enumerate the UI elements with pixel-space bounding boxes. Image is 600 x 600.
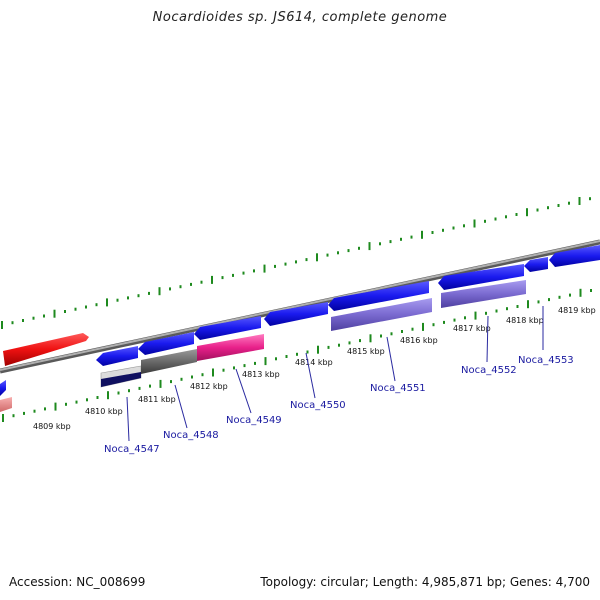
map-title: Nocardioides sp. JS614, complete genome bbox=[152, 10, 448, 25]
forward-cds-feature[interactable] bbox=[3, 333, 89, 366]
cds-arrow[interactable] bbox=[438, 264, 524, 290]
cds-arrow[interactable] bbox=[0, 380, 6, 396]
product-bar[interactable] bbox=[331, 298, 432, 331]
genome-summary-text: Topology: circular; Length: 4,985,871 bp… bbox=[260, 575, 590, 589]
kbp-label: 4818 kbp bbox=[506, 316, 544, 325]
kbp-label: 4814 kbp bbox=[295, 358, 333, 367]
gene-labels: Noca_4547 Noca_4548 Noca_4549 Noca_4550 … bbox=[104, 355, 574, 455]
cds-arrow[interactable] bbox=[194, 316, 261, 340]
accession-text: Accession: NC_008699 bbox=[9, 575, 146, 589]
genome-backbone bbox=[0, 239, 600, 374]
gene-label-noca-4548[interactable]: Noca_4548 bbox=[163, 430, 219, 441]
cds-arrow[interactable] bbox=[524, 257, 548, 272]
inner-tick-track bbox=[2, 288, 592, 422]
kbp-label: 4817 kbp bbox=[453, 324, 491, 333]
kbp-label: 4810 kbp bbox=[85, 407, 123, 416]
gene-label-noca-4553[interactable]: Noca_4553 bbox=[518, 355, 574, 366]
product-track bbox=[0, 280, 526, 412]
cds-arrow[interactable] bbox=[96, 346, 138, 366]
gene-callout-lines bbox=[126, 306, 544, 442]
product-bar[interactable] bbox=[141, 349, 197, 374]
gene-label-noca-4550[interactable]: Noca_4550 bbox=[290, 400, 346, 411]
kbp-scale-labels: 4809 kbp 4810 kbp 4811 kbp 4812 kbp 4813… bbox=[33, 306, 596, 431]
product-bar[interactable] bbox=[0, 397, 12, 412]
kbp-label: 4811 kbp bbox=[138, 395, 176, 404]
gene-label-noca-4549[interactable]: Noca_4549 bbox=[226, 415, 282, 426]
kbp-label: 4812 kbp bbox=[190, 382, 228, 391]
outer-tick-track bbox=[1, 197, 591, 329]
product-bar[interactable] bbox=[441, 280, 526, 308]
gene-label-noca-4552[interactable]: Noca_4552 bbox=[461, 365, 517, 376]
gene-label-noca-4547[interactable]: Noca_4547 bbox=[104, 444, 160, 455]
kbp-label: 4819 kbp bbox=[558, 306, 596, 315]
cds-arrow[interactable] bbox=[138, 332, 194, 355]
cds-arrow[interactable] bbox=[264, 302, 328, 326]
kbp-label: 4815 kbp bbox=[347, 347, 385, 356]
reverse-cds-track bbox=[0, 245, 600, 396]
cds-arrow[interactable] bbox=[549, 245, 600, 267]
kbp-label: 4813 kbp bbox=[242, 370, 280, 379]
kbp-label: 4809 kbp bbox=[33, 422, 71, 431]
kbp-label: 4816 kbp bbox=[400, 336, 438, 345]
cds-arrow[interactable] bbox=[328, 281, 429, 311]
product-bar[interactable] bbox=[101, 372, 141, 387]
product-bar[interactable] bbox=[197, 334, 264, 361]
gene-label-noca-4551[interactable]: Noca_4551 bbox=[370, 383, 426, 394]
